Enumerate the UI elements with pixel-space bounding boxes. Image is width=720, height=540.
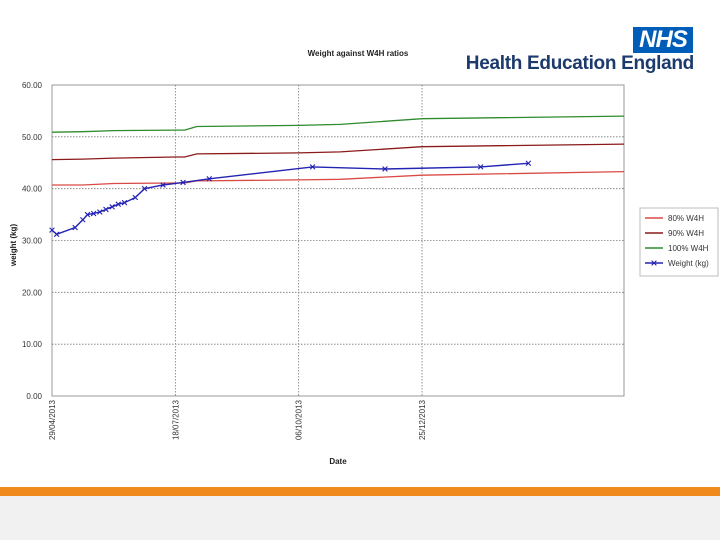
data-point-marker (84, 211, 91, 218)
legend-label: 90% W4H (668, 229, 704, 238)
data-point-marker (382, 166, 388, 172)
data-point-marker (141, 185, 148, 192)
y-axis-label: weight (kg) (9, 224, 18, 268)
y-tick-label: 50.00 (22, 133, 43, 142)
y-tick-label: 0.00 (26, 392, 42, 401)
legend-marker (651, 260, 657, 266)
data-point-marker (132, 194, 139, 201)
gridlines (52, 85, 624, 396)
series-line-1 (51, 143, 625, 161)
series-line-2 (51, 115, 625, 133)
data-point-marker (206, 176, 213, 182)
data-point-marker (109, 204, 115, 210)
data-point-marker (477, 164, 484, 170)
footer-area (0, 496, 720, 540)
data-point-marker (90, 210, 97, 217)
data-point-marker (49, 227, 55, 233)
data-point-marker (72, 224, 78, 231)
data-point-marker (115, 201, 122, 208)
x-axis-label: Date (329, 457, 347, 466)
data-point-marker (525, 160, 532, 167)
data-point-marker (97, 209, 103, 215)
series-layer (49, 115, 625, 238)
nhs-logo: NHS (633, 27, 693, 53)
legend-label: 100% W4H (668, 244, 709, 253)
data-point-marker (180, 179, 186, 186)
legend-label: 80% W4H (668, 214, 704, 223)
y-tick-label: 60.00 (22, 81, 43, 90)
x-tick-label: 25/12/2013 (418, 399, 427, 440)
data-point-marker (103, 206, 109, 213)
data-point-marker (53, 231, 60, 238)
chart-title: Weight against W4H ratios (308, 49, 409, 58)
y-tick-label: 10.00 (22, 340, 43, 349)
footer-band (0, 487, 720, 496)
legend-label: Weight (kg) (668, 259, 709, 268)
y-axis: 0.00 10.00 20.00 30.00 40.00 50.00 60.00 (22, 81, 43, 401)
x-axis: 29/04/2013 18/07/2013 06/10/2013 25/12/2013 (48, 399, 427, 440)
x-tick-label: 18/07/2013 (171, 399, 180, 440)
x-tick-label: 06/10/2013 (295, 399, 304, 440)
y-tick-label: 40.00 (22, 185, 43, 194)
data-point-marker (121, 199, 128, 206)
x-tick-label: 29/04/2013 (48, 399, 57, 440)
weight-chart: Weight against W4H ratios 0.00 10.00 20.00… (9, 49, 719, 466)
data-point-marker (80, 216, 86, 223)
y-tick-label: 20.00 (22, 288, 43, 297)
organisation-name: Health Education England (465, 53, 695, 74)
legend: 80% W4H 90% W4H 100% W4H Weight (kg) (639, 207, 719, 277)
data-point-marker (309, 164, 316, 170)
data-point-marker (160, 182, 166, 188)
y-tick-label: 30.00 (22, 237, 43, 246)
